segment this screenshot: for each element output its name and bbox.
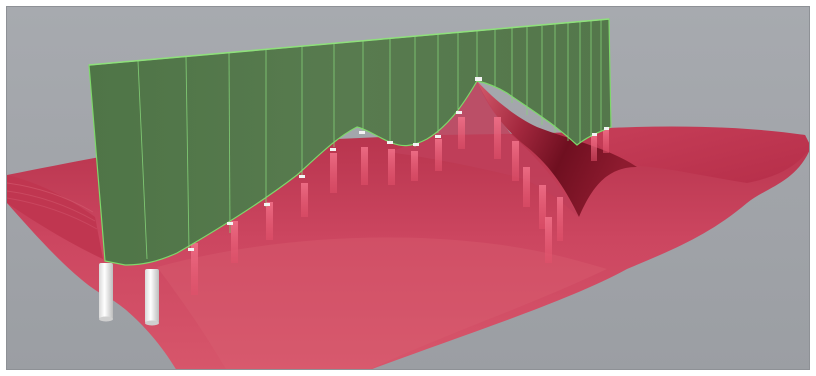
strut xyxy=(523,167,530,207)
strut xyxy=(545,217,552,263)
strut xyxy=(301,183,308,217)
support-post xyxy=(145,269,159,323)
strut xyxy=(539,185,546,229)
strut xyxy=(388,149,395,185)
strut xyxy=(231,221,238,263)
vertical-wall xyxy=(88,18,612,266)
support-posts xyxy=(99,263,159,326)
membrane-struts xyxy=(191,117,609,295)
strut xyxy=(411,151,418,181)
strut xyxy=(603,129,609,153)
strut xyxy=(557,197,563,241)
3d-viewport[interactable] xyxy=(6,6,810,370)
support-post xyxy=(99,263,113,319)
strut xyxy=(266,202,273,240)
strut xyxy=(330,153,337,193)
strut xyxy=(591,135,597,161)
strut xyxy=(494,117,501,159)
scene-render xyxy=(7,7,809,369)
strut xyxy=(458,117,465,149)
strut xyxy=(512,141,519,181)
strut xyxy=(191,243,198,295)
strut xyxy=(361,147,368,185)
strut xyxy=(435,139,442,171)
